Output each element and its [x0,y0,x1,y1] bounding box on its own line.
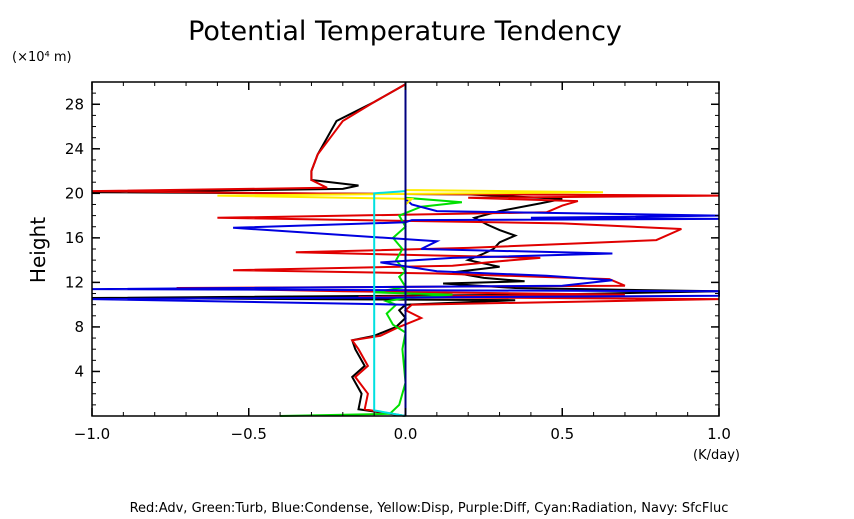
y-tick-label: 20 [65,184,84,202]
y-tick-label: 16 [65,229,84,247]
y-tick-label: 8 [74,318,84,336]
y-unit-label: (×10⁴ m) [12,50,72,65]
series-layer [91,82,720,417]
series-line-adv [91,83,720,417]
y-axis-label: Height [26,217,50,283]
legend: Red:Adv, Green:Turb, Blue:Condense, Yell… [130,501,729,516]
y-tick-label: 24 [65,140,84,158]
x-unit-label: (K/day) [693,448,740,463]
x-tick-label: 0.0 [394,425,418,443]
x-tick-label: −1.0 [74,425,110,443]
x-tick-label: 0.5 [550,425,574,443]
y-tick-label: 28 [65,95,84,113]
y-tick-label: 12 [65,273,84,291]
x-tick-label: 1.0 [707,425,731,443]
y-tick-label: 4 [74,362,84,380]
chart-title: Potential Temperature Tendency [188,16,622,47]
x-tick-label: −0.5 [231,425,267,443]
y-axis: 4 8 12 16 20 24 28 [65,92,719,406]
series-line-turb [280,193,463,417]
x-axis: −1.0 −0.5 0.0 0.5 1.0 [74,82,731,443]
